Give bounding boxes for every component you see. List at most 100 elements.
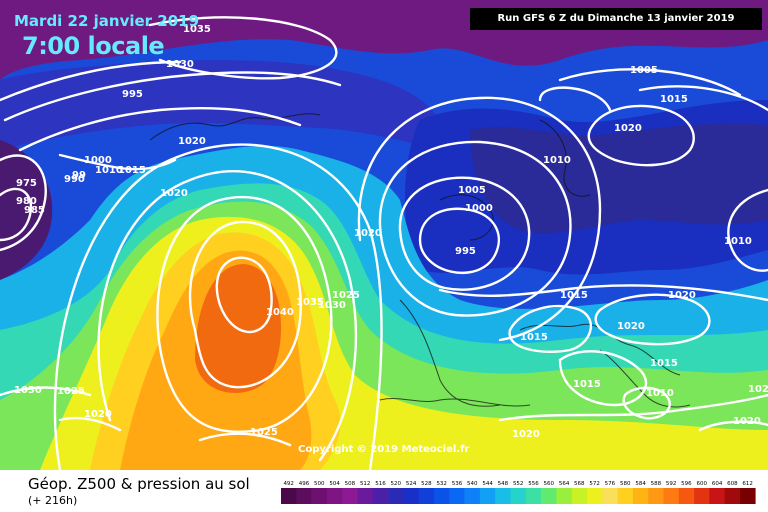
isobar-label: 1025: [332, 290, 360, 301]
scale-tick-label: 604: [712, 481, 723, 487]
isobar-label: 99: [72, 170, 86, 181]
isobar-label: 1020: [178, 136, 206, 147]
scale-tick-label: 560: [544, 481, 555, 487]
isobar-label: 1020: [733, 416, 761, 427]
isobar-label: 1015: [573, 379, 601, 390]
isobar-label: 1030: [14, 385, 42, 396]
isobar-label: 1010: [543, 155, 571, 166]
scale-tick-label: 516: [375, 481, 386, 487]
scale-tick-label: 544: [482, 481, 493, 487]
isobar-label: 1000: [465, 203, 493, 214]
scale-tick-label: 496: [299, 481, 310, 487]
scale-tick-label: 528: [421, 481, 432, 487]
scale-swatch: [525, 488, 542, 504]
isobar-label: 1020: [84, 409, 112, 420]
scale-tick-label: 568: [574, 481, 585, 487]
isobar-labels: 1035 1030 995 1020 1000 99 990 1010 1015…: [14, 24, 768, 440]
scale-tick-label: 552: [513, 481, 524, 487]
scale-tick-label: 596: [681, 481, 692, 487]
copyright: Copyright © 2019 Meteociel.fr: [298, 444, 470, 455]
scale-swatch: [694, 488, 710, 504]
scale-tick-label: 608: [727, 481, 738, 487]
scale-swatch: [541, 488, 557, 504]
scale-swatch: [311, 488, 328, 504]
scale-tick-label: 540: [467, 481, 478, 487]
isobar-label: 1020: [512, 429, 540, 440]
scale-tick-label: 524: [406, 481, 417, 487]
isobar-label: 980: [16, 196, 37, 207]
forecast-date: Mardi 22 janvier 2019: [14, 12, 200, 30]
isobar-label: 995: [455, 246, 476, 257]
isobar-label: 1015: [560, 290, 588, 301]
isobar-label: 1025: [250, 427, 278, 438]
field-darkest-east: [470, 123, 768, 234]
scale-swatch: [571, 488, 588, 504]
legend-bar: Géop. Z500 & pression au sol (+ 216h) 49…: [0, 470, 768, 512]
scale-tick-label: 612: [742, 481, 753, 487]
scale-swatch: [663, 488, 680, 504]
scale-swatch: [740, 488, 756, 504]
scale-tick-label: 548: [498, 481, 509, 487]
scale-swatch: [403, 488, 419, 504]
scale-swatch: [617, 488, 634, 504]
scale-tick-label: 572: [589, 481, 600, 487]
scale-swatch: [510, 488, 527, 504]
isobar-label: 1030: [318, 300, 346, 311]
isobar-label: 1025: [57, 386, 85, 397]
scale-tick-label: 580: [620, 481, 631, 487]
legend-title: Géop. Z500 & pression au sol: [28, 475, 250, 493]
scale-tick-label: 492: [283, 481, 294, 487]
color-scale: 492 496 500 504 508 512 516 520 524 528 532 536 540 5…: [281, 481, 756, 504]
scale-swatch: [449, 488, 465, 504]
scale-swatch: [281, 488, 297, 504]
scale-swatch: [724, 488, 741, 504]
geopotential-map: 1035 1030 995 1020 1000 99 990 1010 1015…: [0, 0, 768, 470]
isobars: [0, 16, 768, 470]
scale-swatch: [556, 488, 572, 504]
isobar-label: 1040: [266, 307, 294, 318]
scale-swatch: [464, 488, 481, 504]
isobar-label: 1020: [668, 290, 696, 301]
scale-tick-label: 500: [314, 481, 325, 487]
isobar-label: 1015: [650, 358, 678, 369]
scale-swatch: [388, 488, 404, 504]
run-info: Run GFS 6 Z du Dimanche 13 janvier 2019: [470, 8, 762, 30]
isobar-label: 1020: [160, 188, 188, 199]
scale-tick-label: 576: [605, 481, 616, 487]
scale-swatch: [418, 488, 435, 504]
isobar-label: 1020: [617, 321, 645, 332]
scale-tick-label: 592: [666, 481, 677, 487]
isobar-label: 1010: [95, 165, 123, 176]
scale-swatch: [434, 488, 450, 504]
scale-swatch: [678, 488, 695, 504]
scale-tick-label: 588: [651, 481, 662, 487]
legend-subtitle: (+ 216h): [28, 494, 78, 507]
scale-swatch: [648, 488, 664, 504]
scale-swatch: [342, 488, 358, 504]
isobar-label: 1000: [84, 155, 112, 166]
scale-swatch: [296, 488, 312, 504]
scale-swatch: [372, 488, 389, 504]
scale-tick-label: 520: [391, 481, 402, 487]
isobar-label: 1035: [296, 297, 324, 308]
scale-tick-label: 532: [436, 481, 447, 487]
isobar-label: 1015: [118, 165, 146, 176]
isobar-label: 975: [16, 178, 37, 189]
scale-swatch: [495, 488, 511, 504]
scale-swatch: [357, 488, 374, 504]
isobar-label: 985: [24, 205, 45, 216]
isobar-label: 1025: [748, 384, 768, 395]
isobar-label: 1010: [724, 236, 752, 247]
scale-swatch: [587, 488, 603, 504]
isobar-label: 1005: [458, 185, 486, 196]
isobar-label: 1030: [166, 59, 194, 70]
isobar-label: 1015: [660, 94, 688, 105]
scale-tick-label: 564: [559, 481, 570, 487]
scale-tick-label: 508: [345, 481, 356, 487]
isobar-label: 1010: [646, 388, 674, 399]
isobar-label: 1020: [614, 123, 642, 134]
isobar-label: 1015: [520, 332, 548, 343]
isobar-label: 995: [122, 89, 143, 100]
scale-tick-label: 600: [697, 481, 708, 487]
isobar-label: 990: [64, 174, 85, 185]
